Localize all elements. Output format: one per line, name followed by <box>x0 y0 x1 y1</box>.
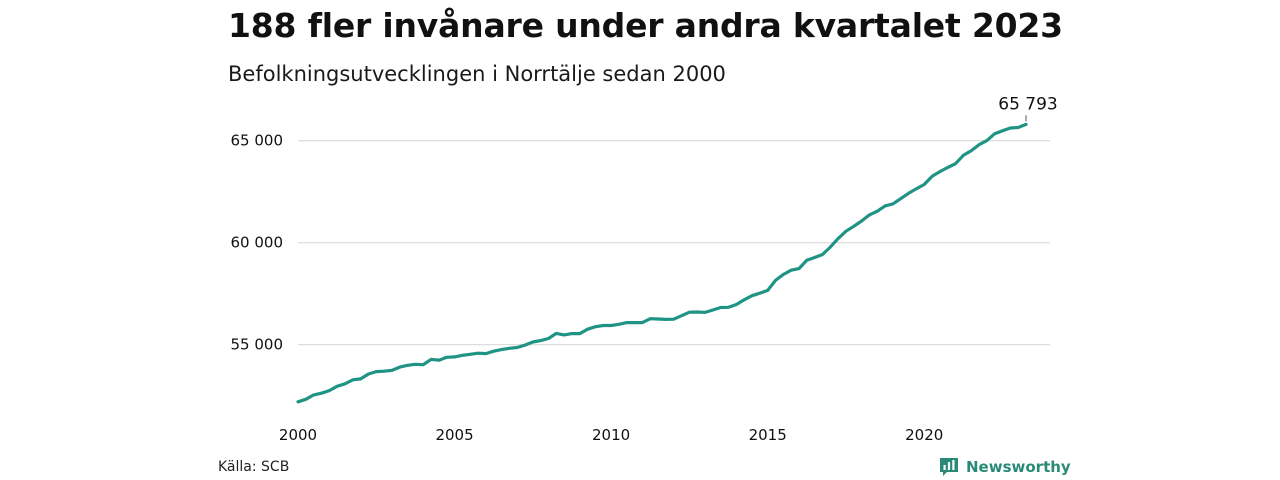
end-value-label: 65 793 <box>998 94 1057 114</box>
brand-logo[interactable]: Newsworthy <box>938 456 1071 478</box>
series-group <box>296 122 1028 404</box>
gridlines <box>298 140 1050 346</box>
y-axis-tick-labels: 55 000 60 000 65 000 <box>231 132 284 354</box>
x-tick-label: 2010 <box>592 426 630 444</box>
annotations: 65 793 <box>998 94 1058 122</box>
y-tick-label: 60 000 <box>231 234 284 252</box>
chart-title: 188 fler invånare under andra kvartalet … <box>228 6 1063 45</box>
brand-name: Newsworthy <box>966 458 1071 476</box>
y-tick-label: 65 000 <box>231 132 284 150</box>
newsworthy-logo-icon <box>940 458 958 476</box>
x-tick-label: 2005 <box>435 426 473 444</box>
chart-subtitle: Befolkningsutvecklingen i Norrtälje seda… <box>228 62 726 86</box>
y-tick-label: 55 000 <box>231 336 284 354</box>
source-note: Källa: SCB <box>218 459 290 475</box>
x-tick-label: 2020 <box>905 426 943 444</box>
x-tick-label: 2015 <box>749 426 787 444</box>
x-tick-label: 2000 <box>279 426 317 444</box>
x-axis-tick-labels: 2000 2005 2010 2015 2020 <box>279 426 943 444</box>
series-line <box>296 122 1028 404</box>
